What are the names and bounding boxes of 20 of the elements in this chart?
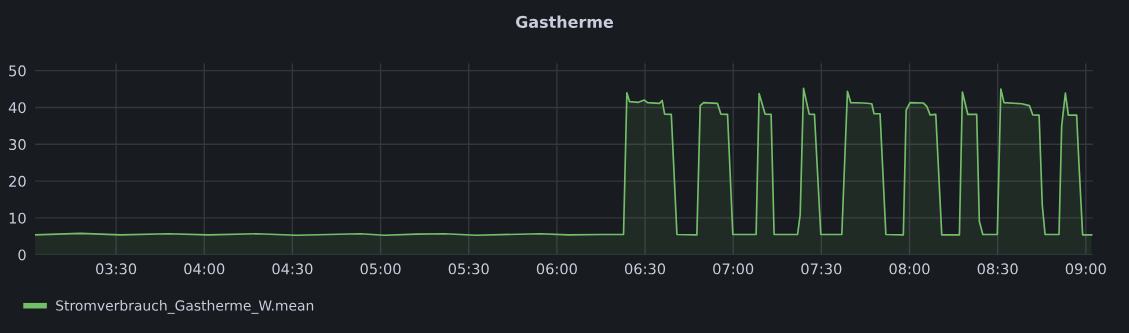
x-tick-label: 04:30	[272, 263, 313, 275]
x-tick-label: 09:00	[1065, 263, 1106, 275]
y-tick-label: 40	[8, 102, 26, 114]
y-tick-label: 50	[9, 65, 26, 77]
x-tick-label: 07:00	[713, 263, 754, 275]
legend-label: Stromverbrauch_Gastherme_W.mean	[56, 300, 314, 314]
x-tick-label: 04:00	[184, 263, 225, 275]
x-tick-label: 05:30	[448, 263, 489, 275]
x-tick-label: 08:30	[977, 263, 1018, 275]
x-tick-label: 07:30	[801, 263, 842, 275]
y-tick-label: 30	[9, 139, 26, 151]
x-tick-label: 05:00	[360, 263, 401, 275]
x-tick-label: 08:00	[889, 263, 930, 275]
y-tick-label: 10	[9, 212, 26, 224]
y-tick-label: 0	[18, 249, 26, 261]
chart-title: Gastherme	[516, 15, 614, 28]
x-tick-label: 06:00	[536, 263, 577, 275]
x-tick-label: 03:30	[96, 263, 137, 275]
y-tick-label: 20	[9, 175, 26, 187]
x-tick-label: 06:30	[624, 263, 666, 275]
